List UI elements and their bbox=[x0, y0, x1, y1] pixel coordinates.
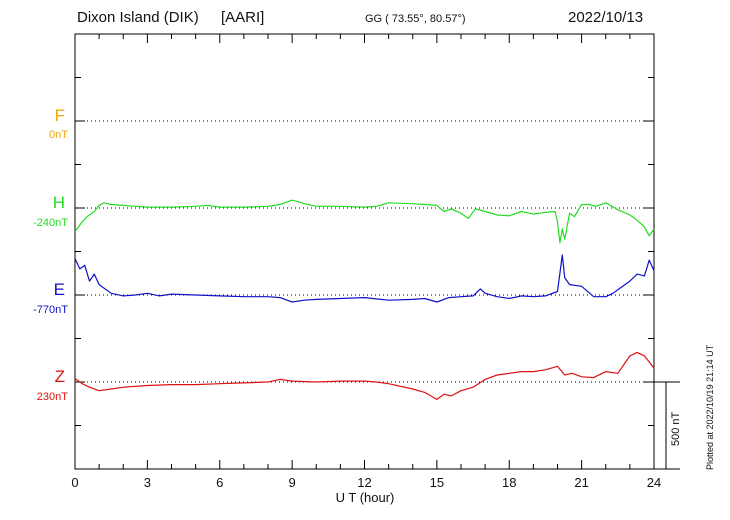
channel-e-baseline: -770nT bbox=[33, 304, 68, 316]
channel-f-name: F bbox=[54, 106, 65, 125]
trace-z bbox=[74, 351, 655, 400]
x-tick-label: 0 bbox=[71, 475, 78, 490]
x-axis-label: U T (hour) bbox=[335, 490, 395, 505]
coordinates-label: GG ( 73.55°, 80.57°) bbox=[365, 13, 466, 25]
x-tick-label: 15 bbox=[430, 475, 444, 490]
channel-z-baseline: 230nT bbox=[36, 391, 68, 403]
channel-h-baseline: -240nT bbox=[33, 217, 68, 229]
plotted-timestamp: Plotted at 2022/10/19 21:14 UT bbox=[705, 344, 715, 470]
x-tick-label: 24 bbox=[647, 475, 661, 490]
x-tick-label: 9 bbox=[289, 475, 296, 490]
station-title: Dixon Island (DIK) bbox=[77, 9, 199, 26]
trace-h bbox=[74, 199, 655, 244]
channel-z-name: Z bbox=[54, 367, 65, 386]
x-tick-label: 12 bbox=[357, 475, 371, 490]
channel-e-name: E bbox=[53, 280, 65, 299]
channel-f-baseline: 0nT bbox=[49, 129, 68, 141]
x-tick-label: 6 bbox=[216, 475, 223, 490]
organization-label: [AARI] bbox=[221, 9, 265, 26]
plot-frame bbox=[74, 33, 655, 470]
date-label: 2022/10/13 bbox=[568, 9, 644, 26]
x-tick-label: 18 bbox=[502, 475, 516, 490]
x-tick-label: 3 bbox=[144, 475, 151, 490]
trace-e bbox=[74, 254, 655, 303]
scale-bar-label: 500 nT bbox=[670, 411, 682, 446]
channel-h-name: H bbox=[52, 193, 65, 212]
x-tick-label: 21 bbox=[574, 475, 588, 490]
